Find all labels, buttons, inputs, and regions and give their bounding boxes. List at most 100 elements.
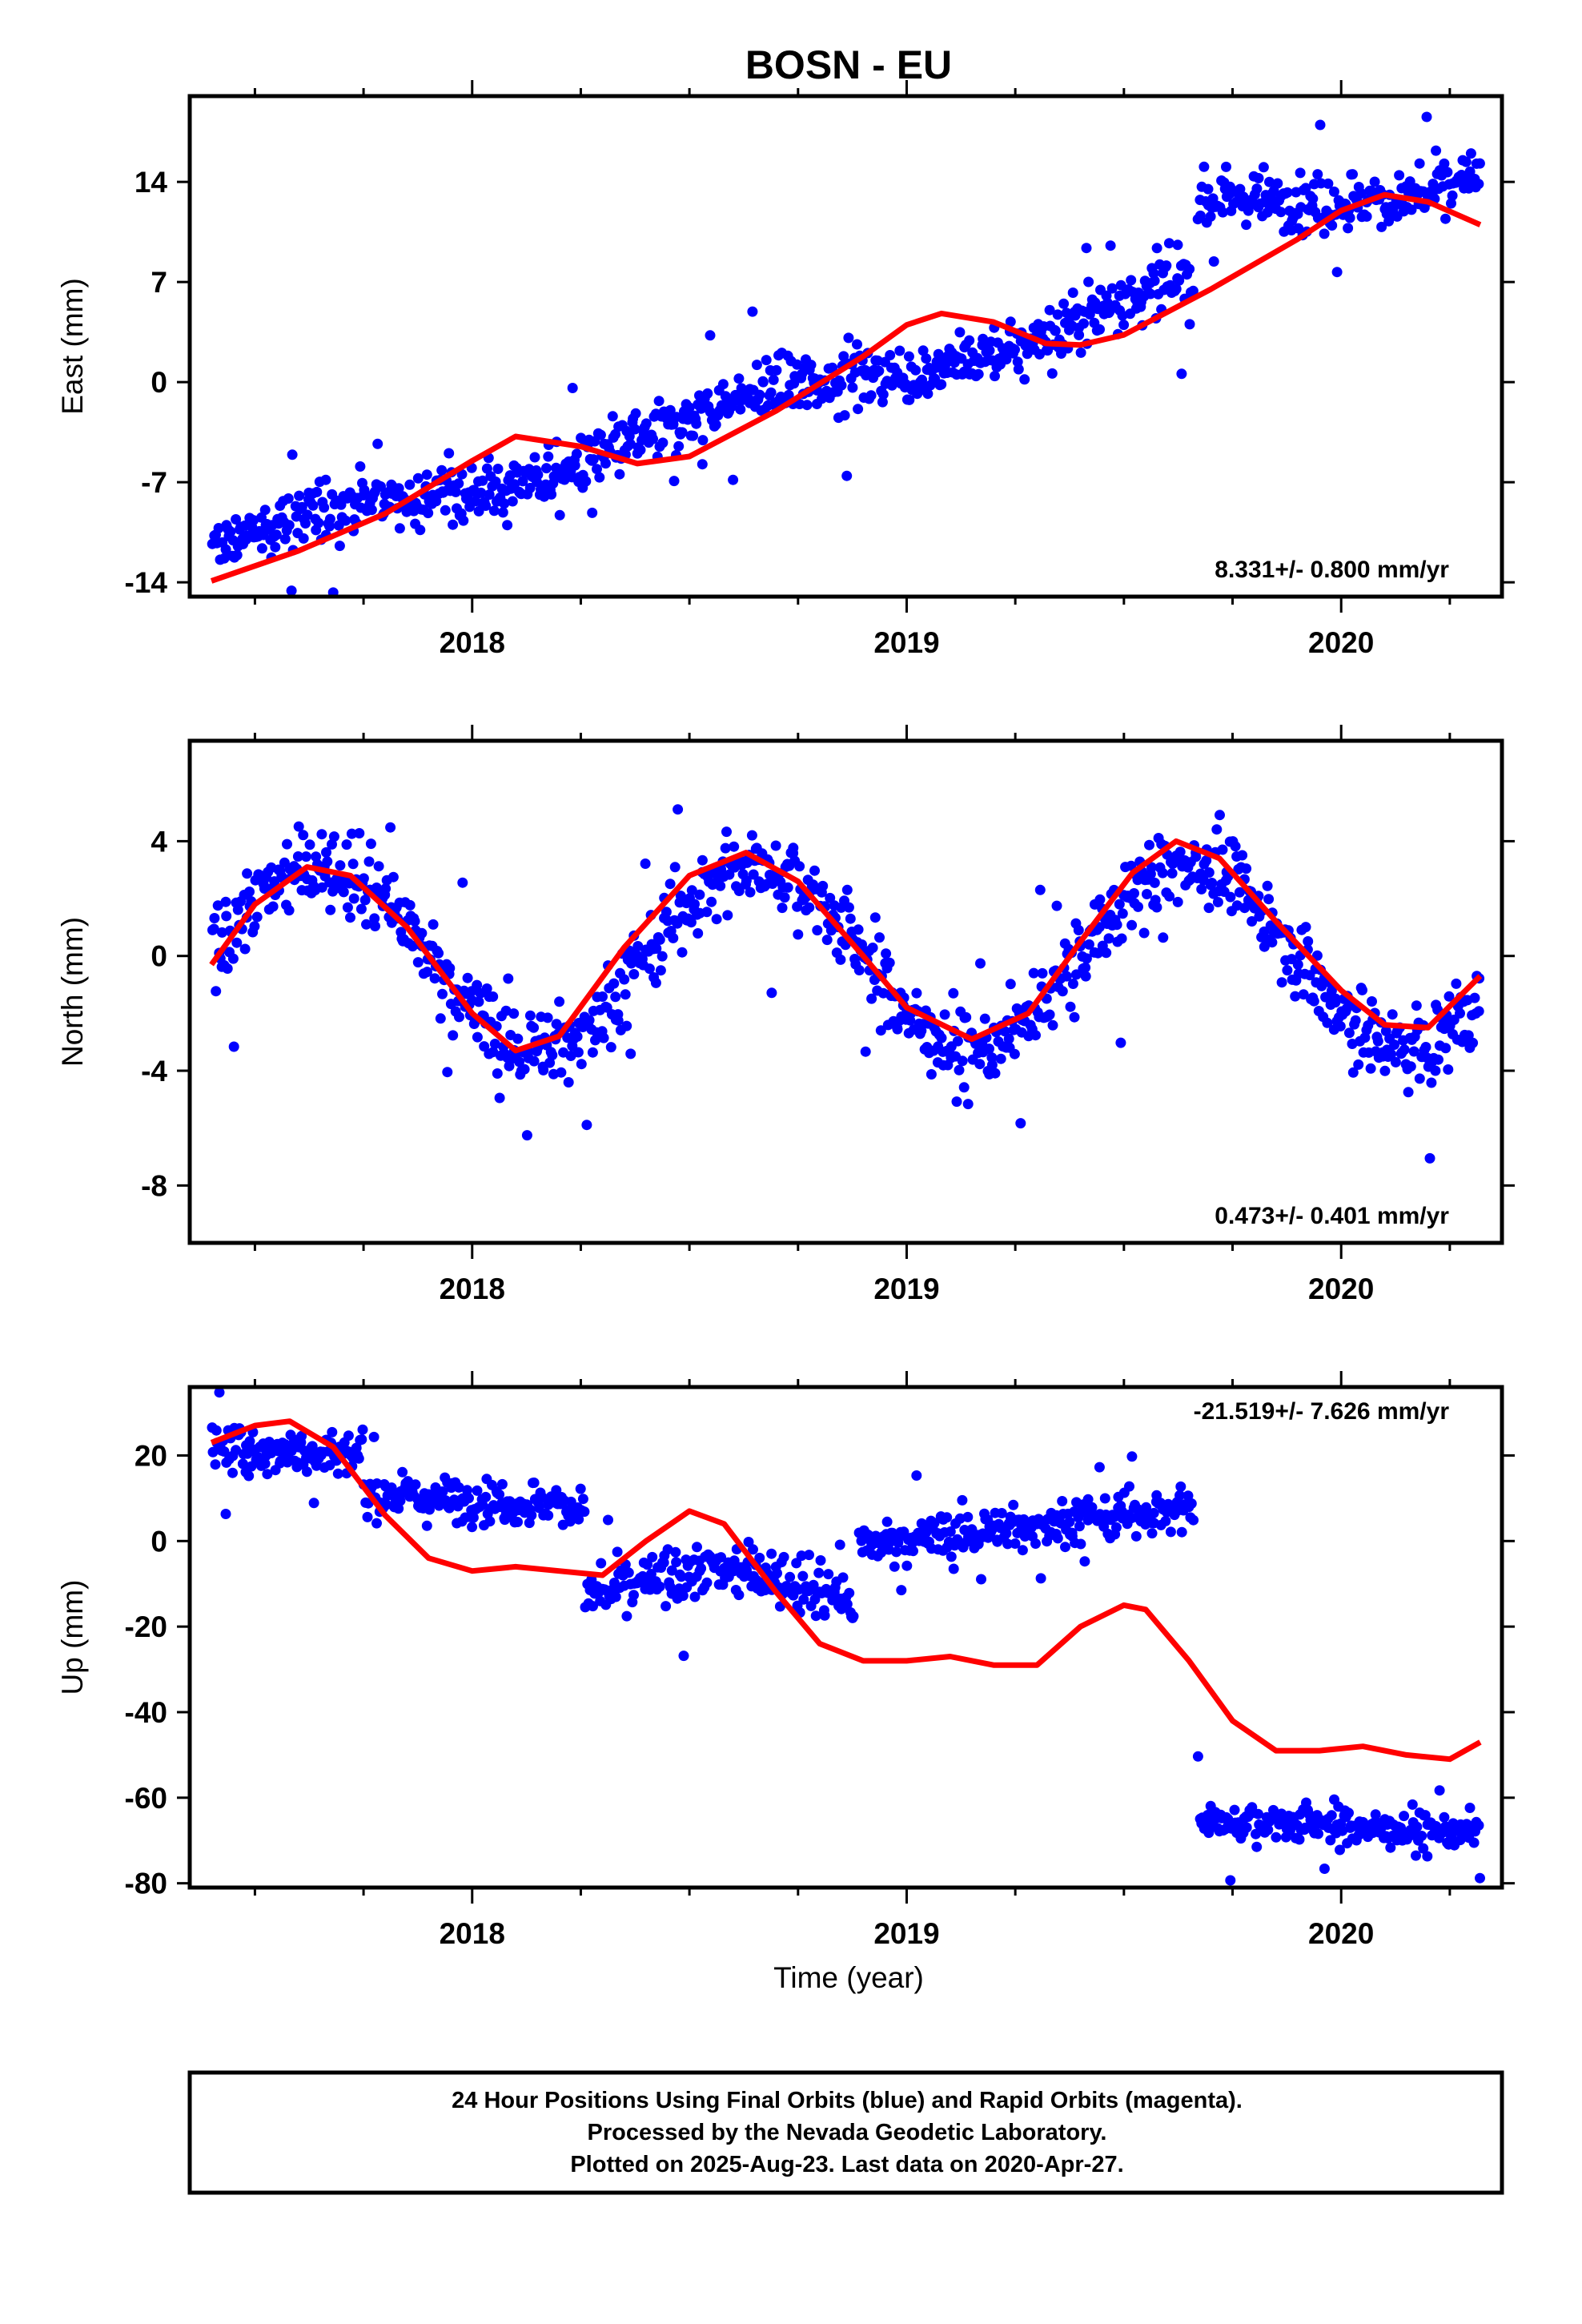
data-point xyxy=(327,1426,338,1437)
data-point xyxy=(575,1483,586,1494)
data-point xyxy=(404,479,416,490)
data-point xyxy=(311,486,323,497)
data-point xyxy=(242,868,253,879)
data-point xyxy=(216,624,227,634)
data-point xyxy=(733,373,745,384)
data-point xyxy=(313,517,324,529)
data-point xyxy=(673,804,684,815)
data-point xyxy=(279,533,291,545)
data-point xyxy=(1044,1009,1055,1020)
plot-frame xyxy=(187,94,1504,599)
data-point xyxy=(1008,1499,1019,1510)
data-point xyxy=(1469,992,1480,1003)
data-point xyxy=(1070,969,1082,980)
data-point xyxy=(1399,1811,1410,1822)
data-point xyxy=(1203,1827,1215,1839)
data-point xyxy=(608,978,620,989)
data-point xyxy=(212,900,223,911)
data-point xyxy=(598,1032,609,1043)
data-point xyxy=(211,986,222,997)
data-point xyxy=(1184,319,1195,330)
data-point xyxy=(619,974,630,985)
data-point xyxy=(839,410,850,421)
data-point xyxy=(366,505,377,516)
data-point xyxy=(435,1013,446,1024)
data-point xyxy=(231,514,242,525)
figure-title: BOSN - EU xyxy=(745,42,952,87)
data-point xyxy=(1203,183,1214,195)
data-point xyxy=(917,345,929,356)
data-point xyxy=(588,1601,598,1612)
data-point xyxy=(1386,1048,1397,1059)
data-point xyxy=(1337,1825,1348,1836)
data-point xyxy=(1151,243,1162,254)
data-point xyxy=(1126,275,1137,286)
data-point xyxy=(347,858,359,870)
data-point xyxy=(1315,119,1326,131)
data-point xyxy=(1411,1000,1422,1011)
data-point xyxy=(1406,204,1417,215)
data-point xyxy=(958,1082,970,1093)
data-point xyxy=(877,396,888,408)
data-point xyxy=(865,390,877,401)
data-point xyxy=(283,493,294,504)
data-point xyxy=(689,899,700,910)
data-point xyxy=(294,490,305,501)
data-point xyxy=(1403,1087,1414,1098)
data-point xyxy=(772,1568,782,1578)
data-point xyxy=(1272,178,1283,189)
data-point xyxy=(1046,368,1058,379)
data-point xyxy=(1343,223,1354,234)
data-point xyxy=(554,996,565,1007)
data-point xyxy=(1148,1507,1159,1518)
data-point xyxy=(1103,933,1114,944)
data-point xyxy=(951,1096,962,1108)
x-tick-label: 2019 xyxy=(873,626,939,659)
data-point xyxy=(356,1434,367,1445)
data-point xyxy=(1367,996,1377,1007)
data-point xyxy=(942,1512,953,1523)
data-point xyxy=(296,501,307,513)
data-point xyxy=(1420,1042,1431,1052)
data-point xyxy=(296,1430,307,1441)
data-point xyxy=(256,543,267,554)
data-point xyxy=(1170,283,1182,295)
data-point xyxy=(1253,173,1264,183)
data-point xyxy=(327,587,339,597)
data-point xyxy=(450,486,461,497)
data-point xyxy=(666,1565,677,1576)
data-point xyxy=(653,396,665,407)
data-point xyxy=(328,831,339,842)
data-point xyxy=(974,1059,986,1070)
data-point xyxy=(517,476,528,487)
data-point xyxy=(1199,161,1210,172)
data-point xyxy=(894,345,905,356)
data-point xyxy=(835,954,846,965)
data-point xyxy=(1263,894,1275,905)
data-point xyxy=(1165,1526,1176,1538)
data-point xyxy=(342,902,353,913)
data-point xyxy=(1174,1490,1185,1501)
data-point xyxy=(1207,878,1218,888)
data-point xyxy=(304,839,315,850)
data-point xyxy=(492,1068,503,1079)
x-axis-label: Time (year) xyxy=(773,1961,924,1994)
data-point xyxy=(1347,169,1358,180)
data-point xyxy=(423,508,434,519)
data-point xyxy=(1019,374,1030,385)
data-point xyxy=(462,972,473,983)
data-point xyxy=(532,469,544,480)
data-point xyxy=(1203,903,1215,914)
data-point xyxy=(729,841,740,852)
data-point xyxy=(1002,1538,1014,1550)
data-point xyxy=(1084,309,1095,320)
data-point xyxy=(1158,932,1169,943)
data-point xyxy=(630,408,641,419)
data-point xyxy=(477,475,488,486)
data-point xyxy=(1262,880,1273,891)
data-point xyxy=(1044,304,1055,316)
data-point xyxy=(884,957,895,968)
model-line xyxy=(210,1418,1482,1763)
data-point xyxy=(1411,1821,1423,1832)
